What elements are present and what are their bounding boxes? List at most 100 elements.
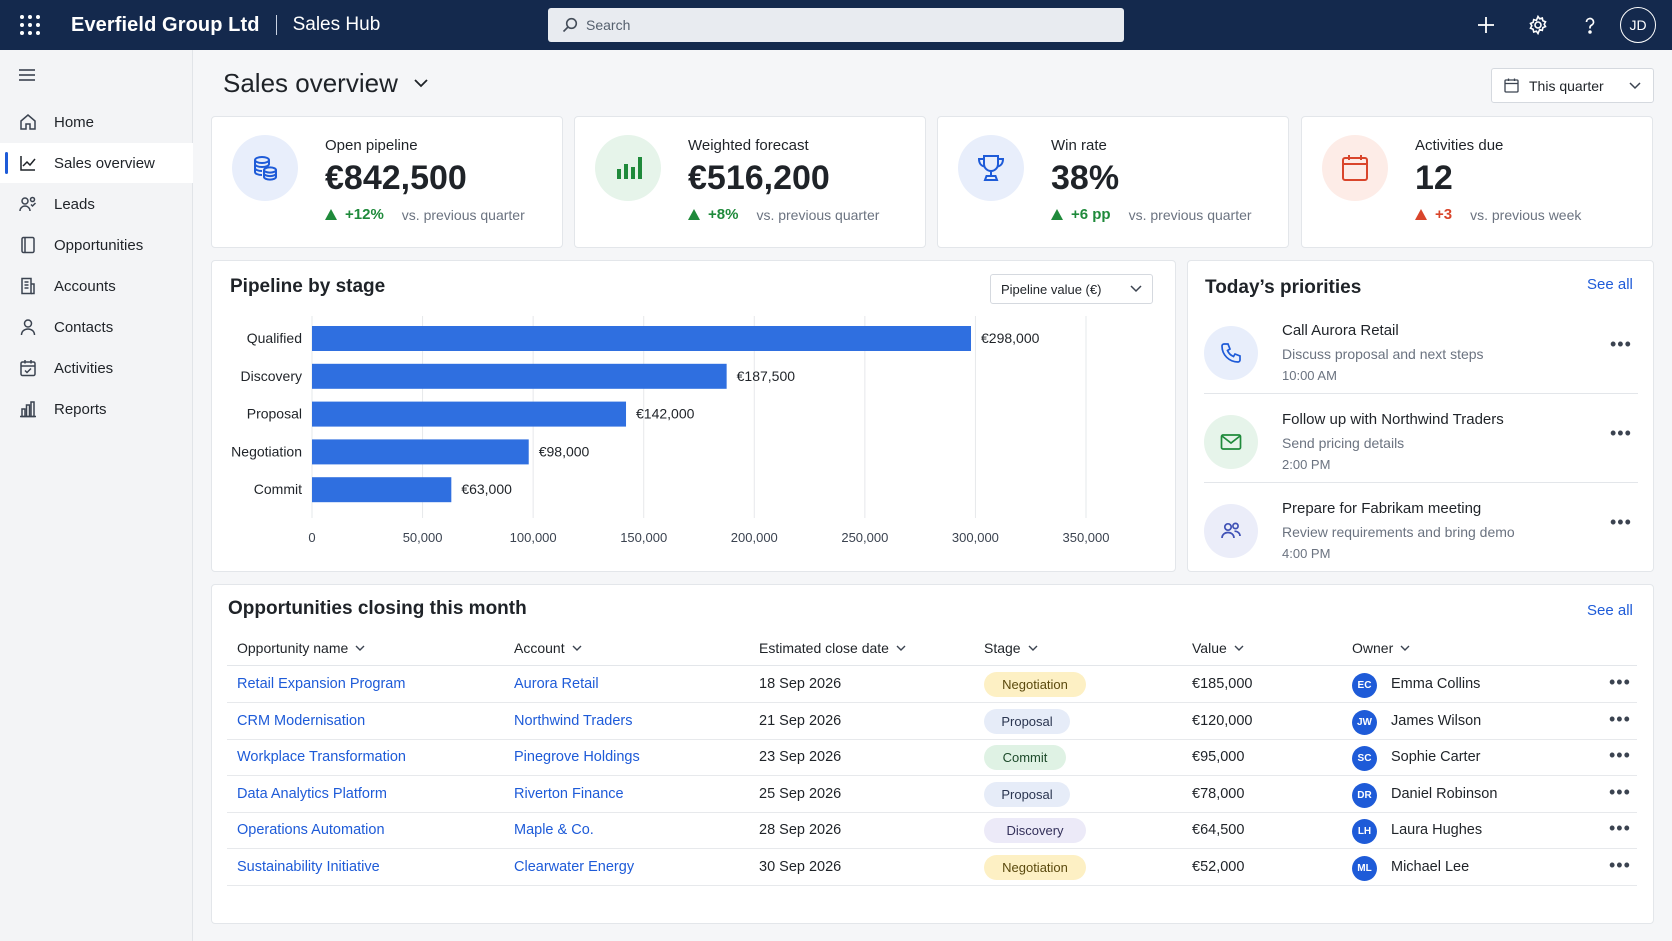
owner-avatar: LH xyxy=(1352,819,1377,844)
app-name[interactable]: Sales Hub xyxy=(292,14,381,35)
column-header-label: Owner xyxy=(1352,640,1394,656)
opportunity-name-link[interactable]: Workplace Transformation xyxy=(237,749,406,765)
x-tick-label: 50,000 xyxy=(403,530,443,545)
more-options-icon[interactable]: ••• xyxy=(1610,512,1632,532)
user-avatar[interactable]: JD xyxy=(1620,7,1656,43)
owner-avatar: SC xyxy=(1352,746,1377,771)
owner-name: Emma Collins xyxy=(1391,676,1481,692)
app-launcher-icon[interactable] xyxy=(0,0,60,50)
priorities-see-all-link[interactable]: See all xyxy=(1587,276,1633,293)
search-icon xyxy=(562,17,578,33)
column-header-close-date[interactable]: Estimated close date xyxy=(759,640,906,656)
account-link[interactable]: Clearwater Energy xyxy=(514,858,635,875)
kpi-delta-value: +6 pp xyxy=(1071,206,1111,223)
table-row[interactable]: Data Analytics Platform Riverton Finance 2… xyxy=(227,776,1637,813)
priority-time: 2:00 PM xyxy=(1282,457,1331,472)
add-icon[interactable] xyxy=(1460,0,1512,50)
trophy-icon xyxy=(977,155,1005,181)
owner-name: Sophie Carter xyxy=(1391,749,1481,765)
help-icon[interactable] xyxy=(1564,0,1616,50)
period-selector[interactable]: This quarter xyxy=(1491,68,1654,103)
sidebar-item-accounts[interactable]: Accounts xyxy=(0,266,193,306)
sidebar-item-sales-overview[interactable]: Sales overview xyxy=(0,143,193,183)
kpi-label: Weighted forecast xyxy=(688,137,809,154)
more-options-icon[interactable]: ••• xyxy=(1610,334,1632,354)
more-options-icon[interactable]: ••• xyxy=(1609,781,1631,802)
kpi-delta: +6 pp vs. previous quarter xyxy=(1051,206,1252,223)
account-link[interactable]: Aurora Retail xyxy=(514,676,599,692)
trend-up-icon xyxy=(688,209,700,220)
sidebar-item-contacts[interactable]: Contacts xyxy=(0,307,193,347)
column-header-account[interactable]: Account xyxy=(514,640,582,656)
chevron-down-icon xyxy=(355,645,365,651)
divider xyxy=(1204,393,1638,394)
chevron-down-icon[interactable] xyxy=(414,79,428,88)
account-link[interactable]: Pinegrove Holdings xyxy=(514,749,640,765)
owner-avatar: JW xyxy=(1352,709,1377,735)
priority-time: 4:00 PM xyxy=(1282,546,1331,561)
more-options-icon[interactable]: ••• xyxy=(1609,854,1631,875)
kpi-card-activities-due[interactable]: Activities due 12 +3 vs. previous week xyxy=(1301,116,1653,248)
more-options-icon[interactable]: ••• xyxy=(1609,708,1631,729)
more-options-icon[interactable]: ••• xyxy=(1609,672,1631,692)
divider xyxy=(1204,482,1638,483)
data-label: €142,000 xyxy=(636,406,695,422)
trend-up-icon xyxy=(1051,209,1063,220)
category-label: Negotiation xyxy=(231,443,302,459)
priority-item[interactable]: Call Aurora Retail Discuss proposal and … xyxy=(1204,314,1638,402)
chevron-down-icon xyxy=(1234,645,1244,651)
table-row[interactable]: Workplace Transformation Pinegrove Holdin… xyxy=(227,739,1637,776)
leads-icon xyxy=(18,194,38,214)
priority-item[interactable]: Prepare for Fabrikam meeting Review requ… xyxy=(1204,492,1638,580)
column-header-owner[interactable]: Owner xyxy=(1352,640,1410,656)
kpi-card-weighted-forecast[interactable]: Weighted forecast €516,200 +8% vs. previ… xyxy=(574,116,926,248)
sidebar-item-activities[interactable]: Activities xyxy=(0,348,193,388)
sidebar-item-leads[interactable]: Leads xyxy=(0,184,193,224)
account-link[interactable]: Riverton Finance xyxy=(514,785,624,802)
page-title: Sales overview xyxy=(223,68,398,98)
kpi-card-win-rate[interactable]: Win rate 38% +6 pp vs. previous quarter xyxy=(937,116,1289,248)
more-options-icon[interactable]: ••• xyxy=(1609,745,1631,765)
column-header-stage[interactable]: Stage xyxy=(984,640,1038,656)
owner-name: Michael Lee xyxy=(1391,858,1470,875)
chart-icon xyxy=(18,153,38,173)
account-link[interactable]: Maple & Co. xyxy=(514,822,594,838)
sidebar-item-label: Leads xyxy=(54,195,95,213)
x-tick-label: 350,000 xyxy=(1063,530,1110,545)
sidebar-item-reports[interactable]: Reports xyxy=(0,389,193,429)
menu-toggle-icon[interactable] xyxy=(18,68,36,87)
sidebar-item-home[interactable]: Home xyxy=(0,102,193,142)
search-input[interactable]: Search xyxy=(548,8,1124,42)
metric-dropdown[interactable]: Pipeline value (€) xyxy=(990,274,1153,304)
priorities-card xyxy=(1187,260,1654,572)
table-row[interactable]: Operations Automation Maple & Co. 28 Sep 2… xyxy=(227,812,1637,849)
person-icon xyxy=(18,317,38,337)
table-row[interactable]: CRM Modernisation Northwind Traders 21 Sep… xyxy=(227,703,1637,740)
home-icon xyxy=(18,112,38,132)
priority-item[interactable]: Follow up with Northwind Traders Send pr… xyxy=(1204,403,1638,491)
opportunity-value: €52,000 xyxy=(1192,858,1245,875)
kpi-delta-value: +8% xyxy=(708,206,739,223)
column-header-value[interactable]: Value xyxy=(1192,640,1244,656)
table-row[interactable]: Retail Expansion Program Aurora Retail 18 … xyxy=(227,666,1637,703)
calendar-icon xyxy=(1342,155,1368,181)
brand-divider xyxy=(275,15,277,35)
column-header-opportunity-name[interactable]: Opportunity name xyxy=(237,640,365,656)
kpi-icon-bg xyxy=(958,135,1024,201)
account-link[interactable]: Northwind Traders xyxy=(514,712,633,729)
more-options-icon[interactable]: ••• xyxy=(1610,423,1632,443)
owner-avatar: ML xyxy=(1352,855,1377,881)
sidebar-item-opportunities[interactable]: Opportunities xyxy=(0,225,193,265)
opportunity-name-link[interactable]: Operations Automation xyxy=(237,822,385,838)
more-options-icon[interactable]: ••• xyxy=(1609,818,1631,838)
opportunity-name-link[interactable]: Sustainability Initiative xyxy=(237,858,380,875)
opportunities-see-all-link[interactable]: See all xyxy=(1587,602,1633,619)
kpi-card-open-pipeline[interactable]: Open pipeline €842,500 +12% vs. previous… xyxy=(211,116,563,248)
opportunity-name-link[interactable]: Data Analytics Platform xyxy=(237,785,387,802)
company-name[interactable]: Everfield Group Ltd xyxy=(71,13,260,36)
opportunity-name-link[interactable]: Retail Expansion Program xyxy=(237,676,406,692)
table-row[interactable]: Sustainability Initiative Clearwater Ener… xyxy=(227,849,1637,886)
bar-chart-icon xyxy=(18,399,38,419)
settings-gear-icon[interactable] xyxy=(1512,0,1564,50)
opportunity-name-link[interactable]: CRM Modernisation xyxy=(237,712,366,729)
